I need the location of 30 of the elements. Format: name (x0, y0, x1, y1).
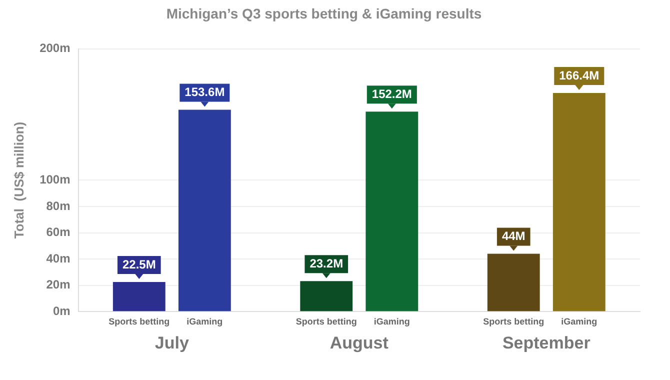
data-label: 152.2M (372, 86, 412, 101)
text: Sports betting (483, 316, 544, 327)
data-label: 153.6M (184, 85, 225, 100)
y-tick-label: 40m (46, 251, 70, 266)
y-tick-label: 20m (46, 278, 70, 292)
x-tick-label: July (154, 333, 190, 352)
y-tick-label: 200m (40, 41, 70, 56)
bar (178, 110, 231, 312)
y-tick-label: 80m (46, 198, 70, 213)
bar (366, 112, 418, 312)
bar (300, 281, 353, 312)
text: iGaming (561, 316, 598, 327)
x-tick-label: September (502, 333, 591, 352)
text: iGaming (374, 316, 410, 327)
data-label: 22.5M (122, 257, 156, 272)
text: Sports betting (108, 316, 170, 327)
bar (487, 254, 540, 312)
y-axis-title: Total (US$ million) (11, 122, 26, 239)
series-label: iGaming (186, 316, 223, 327)
data-label: 23.2M (310, 256, 344, 270)
bar (552, 92, 606, 312)
data-label: 44M (502, 229, 526, 244)
y-tick-label: 60m (46, 225, 70, 240)
y-tick-label: 100m (40, 172, 70, 187)
data-label: 166.4M (559, 68, 600, 82)
y-tick-label: 0m (52, 304, 70, 318)
series-label: Sports betting (296, 316, 357, 327)
chart-title: Michigan’s Q3 sports betting & iGaming results (166, 5, 482, 22)
bar (112, 282, 166, 312)
x-tick-label: August (330, 333, 389, 352)
